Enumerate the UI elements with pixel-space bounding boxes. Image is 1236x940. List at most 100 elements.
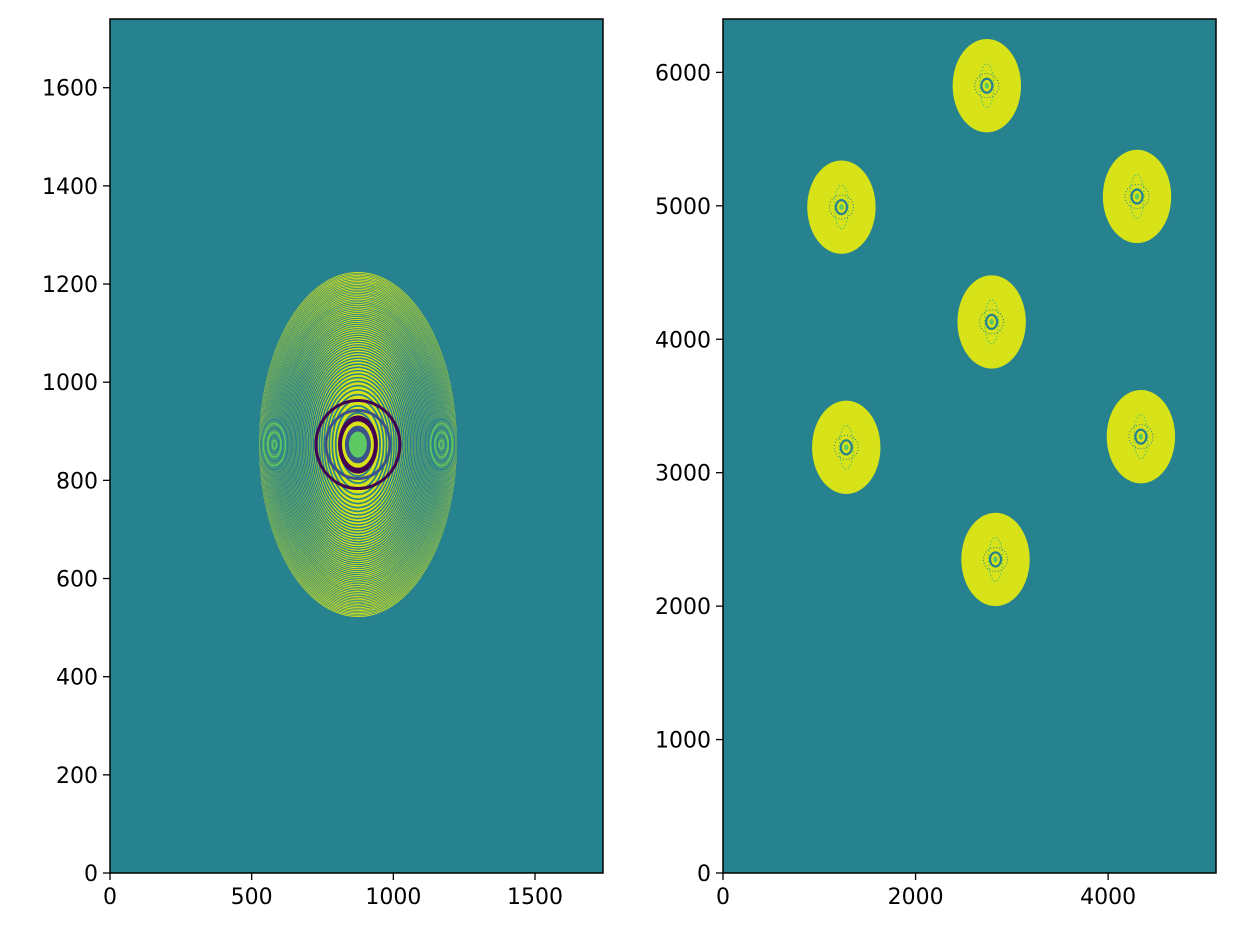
spot-halo xyxy=(987,536,1004,583)
right-spot-1 xyxy=(952,39,1022,133)
spot-halo xyxy=(1129,173,1145,220)
spot-halo xyxy=(828,194,854,220)
side-lobe-ring xyxy=(269,435,280,454)
spot-ring xyxy=(985,313,999,331)
fringe-ring xyxy=(259,272,457,617)
spot-halo xyxy=(1124,183,1150,209)
left-heatmap-panel: 0 500 1000 1500 0 200 400 600 800 1000 1200 1400 160… xyxy=(42,18,604,910)
right-spot-3 xyxy=(1102,149,1172,244)
spot-halo xyxy=(833,434,859,460)
spot-halo xyxy=(984,299,1000,345)
spot-ring xyxy=(988,551,1003,568)
spot-ring xyxy=(839,439,853,456)
right-y-tick-label: 1000 xyxy=(655,729,711,754)
spot-ring xyxy=(1134,428,1148,445)
fringe-ring xyxy=(300,344,416,545)
spot-core xyxy=(839,204,844,211)
spot-halo xyxy=(1133,414,1149,460)
right-y-tick-label: 4000 xyxy=(655,328,711,353)
core-ring xyxy=(314,399,402,491)
fringe-ring xyxy=(260,274,456,615)
fringe-ring xyxy=(297,339,419,550)
spot-core xyxy=(984,82,990,89)
side-lobe-ring xyxy=(260,418,289,471)
side-lobe-ring xyxy=(262,422,287,467)
fringe-ring xyxy=(288,323,428,566)
side-lobe-ring xyxy=(271,439,278,450)
fringe-ring xyxy=(283,315,432,574)
fringe-ring xyxy=(306,354,410,535)
left-y-tick-label: 800 xyxy=(56,469,98,494)
fringe-ring xyxy=(279,308,437,581)
spot-ring xyxy=(834,199,849,216)
fringe-ring xyxy=(277,304,439,585)
spot-core xyxy=(1134,193,1140,200)
fringe-ring xyxy=(273,297,443,592)
spot-halo xyxy=(974,73,1000,99)
spot-halo xyxy=(979,309,1005,335)
side-lobe-ring xyxy=(438,439,445,450)
side-lobe-1 xyxy=(260,418,289,471)
left-y-tick-label: 400 xyxy=(56,666,98,691)
left-x-tick-label: 500 xyxy=(231,885,273,910)
right-y-tick-label: 3000 xyxy=(655,462,711,487)
left-heatmap-features xyxy=(258,271,458,618)
fringe-ring xyxy=(286,319,430,570)
right-x-tick-label: 0 xyxy=(716,885,730,910)
right-spot-4 xyxy=(957,275,1026,369)
fringe-ring xyxy=(311,363,405,526)
side-lobe-ring xyxy=(436,435,447,454)
fringe-ring xyxy=(270,292,446,597)
fringe-ring xyxy=(302,349,413,540)
fringe-ring xyxy=(294,334,422,555)
right-spot-7 xyxy=(961,512,1030,607)
right-heatmap-panel: 0 2000 4000 0 1000 2000 3000 4000 5000 6000 xyxy=(655,18,1217,910)
side-lobe-ring xyxy=(434,431,449,458)
fringe-ring xyxy=(301,346,415,543)
side-lobe-ring xyxy=(432,427,452,463)
right-y-tick-label: 5000 xyxy=(655,195,711,220)
fringe-ring xyxy=(272,296,444,593)
right-x-tick-label: 2000 xyxy=(888,885,944,910)
side-lobe-2 xyxy=(427,418,456,471)
fringe-ring xyxy=(312,366,403,523)
left-y-tick-label: 200 xyxy=(56,764,98,789)
side-lobe-ring xyxy=(267,431,282,458)
spot-halo xyxy=(982,546,1008,572)
fringe-ring xyxy=(334,405,381,485)
left-x-tick-label: 1500 xyxy=(507,885,563,910)
right-y-tick-label: 6000 xyxy=(655,61,711,86)
fringe-ring xyxy=(266,284,450,605)
spot-halo xyxy=(979,63,995,109)
left-interference-ellipse-1 xyxy=(258,271,458,618)
spot-core xyxy=(989,318,994,325)
spot-ring xyxy=(980,77,994,94)
fringe-ring xyxy=(298,341,418,548)
left-x-tick-label: 1000 xyxy=(365,885,421,910)
left-x-tick-label: 0 xyxy=(103,885,117,910)
core-fringe xyxy=(348,431,367,458)
right-axes-frame xyxy=(722,18,1217,874)
right-spot-2 xyxy=(807,160,876,254)
fringe-ring xyxy=(264,281,452,608)
right-y-tick-label: 2000 xyxy=(655,595,711,620)
fringe-ring xyxy=(292,330,424,559)
fringe-ring xyxy=(309,360,407,529)
left-y-tick-label: 1200 xyxy=(42,273,98,298)
fringe-ring xyxy=(289,325,427,564)
side-lobe-ring xyxy=(264,427,284,463)
left-axes-frame xyxy=(109,18,604,874)
right-x-tick-label: 4000 xyxy=(1080,885,1136,910)
spot-halo xyxy=(833,184,850,230)
right-spot-5 xyxy=(812,400,881,495)
fringe-ring xyxy=(281,312,435,577)
fringe-ring xyxy=(318,376,398,513)
side-lobe-ring xyxy=(429,422,454,467)
fringe-ring xyxy=(268,289,447,600)
fringe-ring xyxy=(258,271,458,618)
fringe-ring xyxy=(293,332,423,557)
spot-core xyxy=(1138,433,1144,440)
fringe-ring xyxy=(274,299,442,590)
spot-core xyxy=(844,444,849,451)
